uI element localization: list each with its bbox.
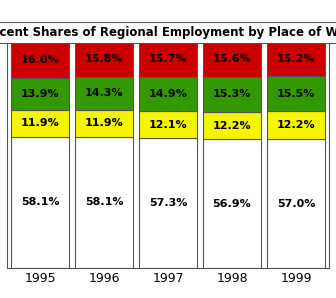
Title: Percent Shares of Regional Employment by Place of Work: Percent Shares of Regional Employment by…	[0, 26, 336, 39]
Bar	[10, 78, 70, 110]
Text: 11.9%: 11.9%	[20, 118, 59, 128]
Bar	[138, 42, 198, 77]
Text: 12.1%: 12.1%	[149, 120, 187, 130]
Bar	[266, 111, 326, 139]
Text: 57.0%: 57.0%	[277, 199, 315, 209]
Text: 15.6%: 15.6%	[213, 55, 251, 64]
Bar	[75, 77, 133, 110]
Text: 13.9%: 13.9%	[21, 89, 59, 99]
Bar	[10, 42, 70, 78]
Bar	[138, 111, 198, 139]
Bar	[138, 139, 198, 268]
Text: 15.3%: 15.3%	[213, 89, 251, 99]
Text: 58.1%: 58.1%	[21, 197, 59, 207]
Bar	[266, 139, 326, 268]
Text: 14.3%: 14.3%	[85, 89, 123, 98]
Text: 15.5%: 15.5%	[277, 89, 315, 99]
Bar	[203, 112, 261, 139]
Bar	[266, 76, 326, 111]
Text: 12.2%: 12.2%	[277, 120, 315, 130]
Text: 14.9%: 14.9%	[149, 89, 187, 99]
Text: 15.7%: 15.7%	[149, 55, 187, 64]
Bar	[10, 136, 70, 268]
Text: 56.9%: 56.9%	[213, 199, 251, 209]
Text: 58.1%: 58.1%	[85, 197, 123, 207]
Text: 11.9%: 11.9%	[85, 118, 123, 128]
Bar	[266, 42, 326, 76]
Bar	[75, 110, 133, 136]
Text: 15.2%: 15.2%	[277, 54, 315, 64]
Bar	[75, 136, 133, 268]
Text: 15.8%: 15.8%	[85, 55, 123, 64]
Bar	[138, 77, 198, 111]
Bar	[10, 110, 70, 136]
Bar	[203, 139, 261, 268]
Text: 16.0%: 16.0%	[21, 55, 59, 65]
Bar	[203, 42, 261, 77]
Text: 57.3%: 57.3%	[149, 198, 187, 208]
Bar	[203, 77, 261, 112]
Bar	[75, 41, 133, 77]
Text: 12.2%: 12.2%	[213, 120, 251, 131]
